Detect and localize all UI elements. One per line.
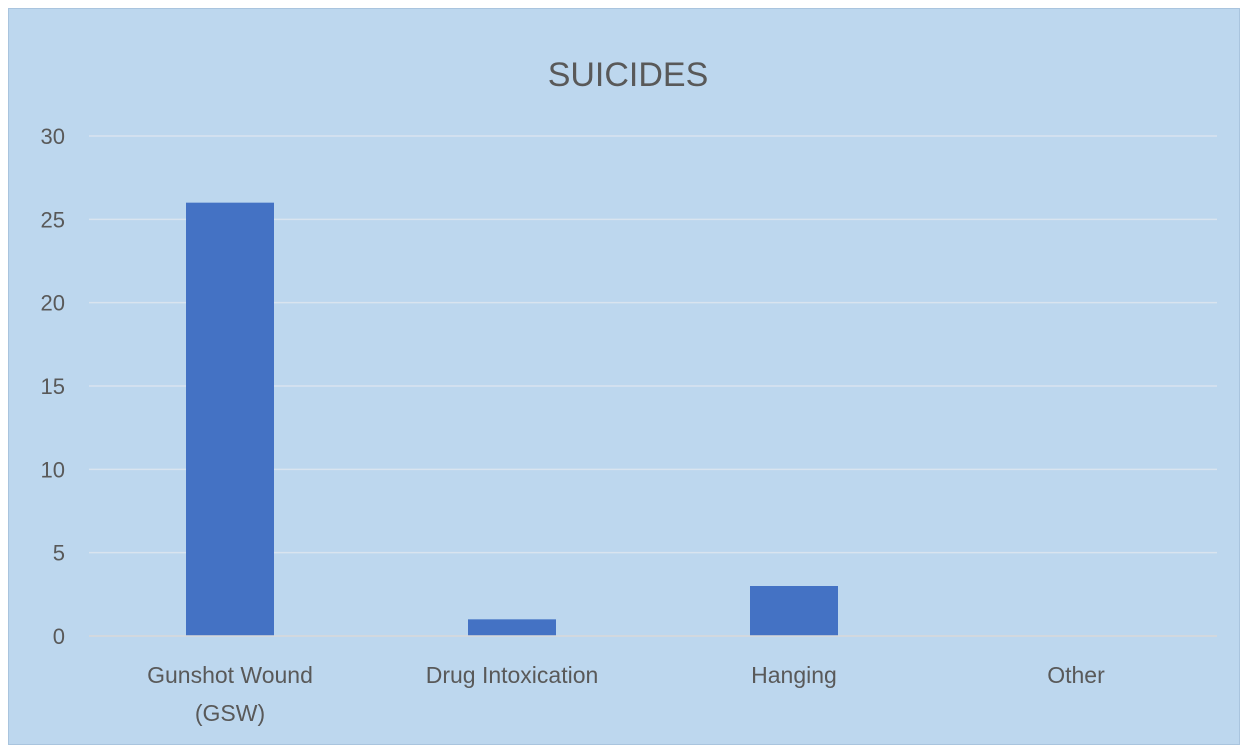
bars [186,202,838,636]
chart-frame: SUICIDES 0 5 10 15 20 25 30 Gunshot Wound (GSW)… [8,8,1240,745]
y-tick-label: 30 [41,124,65,149]
y-tick-label: 0 [53,624,65,649]
bar [468,619,556,636]
x-category-label: (GSW) [195,700,265,726]
gridlines [89,135,1217,554]
x-axis-categories: Gunshot Wound (GSW) Drug Intoxication Hangi… [147,662,1105,726]
y-tick-label: 20 [41,291,65,316]
y-tick-label: 10 [41,457,65,482]
x-category-label: Other [1047,662,1105,688]
y-tick-label: 15 [41,374,65,399]
x-category-label: Hanging [751,662,837,688]
y-axis-ticks: 0 5 10 15 20 25 30 [41,124,65,649]
bar [186,202,274,636]
y-tick-label: 25 [41,207,65,232]
bar-chart: SUICIDES 0 5 10 15 20 25 30 Gunshot Wound (GSW)… [41,56,1217,726]
y-tick-label: 5 [53,541,65,566]
x-category-label: Gunshot Wound [147,662,313,688]
bar [750,586,838,636]
chart-title: SUICIDES [548,56,709,94]
x-category-label: Drug Intoxication [426,662,599,688]
